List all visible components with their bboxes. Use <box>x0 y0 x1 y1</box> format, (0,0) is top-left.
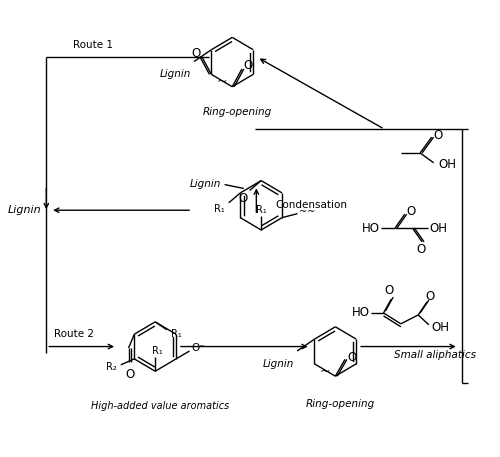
Text: O: O <box>192 47 200 60</box>
Text: ~: ~ <box>216 75 227 88</box>
Text: Condensation: Condensation <box>276 200 347 210</box>
Text: O: O <box>425 290 434 303</box>
Text: OH: OH <box>432 321 450 334</box>
Text: R₁: R₁ <box>256 205 266 215</box>
Text: High-added value aromatics: High-added value aromatics <box>91 401 229 411</box>
Text: Lignin: Lignin <box>8 205 42 215</box>
Text: OH: OH <box>430 222 448 234</box>
Text: R₂: R₂ <box>106 362 117 372</box>
Text: OH: OH <box>438 158 456 171</box>
Text: Route 1: Route 1 <box>74 40 114 50</box>
Text: O: O <box>434 129 443 142</box>
Text: ~~: ~~ <box>300 207 316 217</box>
Text: R₁: R₁ <box>152 346 162 356</box>
Text: O: O <box>406 205 415 218</box>
Text: R₁: R₁ <box>214 204 225 214</box>
Text: Ring-opening: Ring-opening <box>306 399 375 409</box>
Text: Route 2: Route 2 <box>54 329 94 339</box>
Text: Ring-opening: Ring-opening <box>202 106 272 117</box>
Text: Lignin: Lignin <box>190 179 220 189</box>
Text: HO: HO <box>352 307 370 319</box>
Text: Small aliphatics: Small aliphatics <box>394 351 475 361</box>
Text: Lignin: Lignin <box>160 69 191 80</box>
Text: O⁻: O⁻ <box>192 343 205 353</box>
Text: Lignin: Lignin <box>263 359 294 369</box>
Text: O: O <box>125 368 134 381</box>
Text: HO: HO <box>362 222 380 234</box>
Text: R₁: R₁ <box>170 329 181 339</box>
Text: O: O <box>238 192 248 206</box>
Text: O: O <box>416 243 426 256</box>
Text: O: O <box>384 284 394 297</box>
Text: ~: ~ <box>320 365 330 377</box>
Text: O: O <box>347 351 356 364</box>
Text: O: O <box>243 59 252 73</box>
